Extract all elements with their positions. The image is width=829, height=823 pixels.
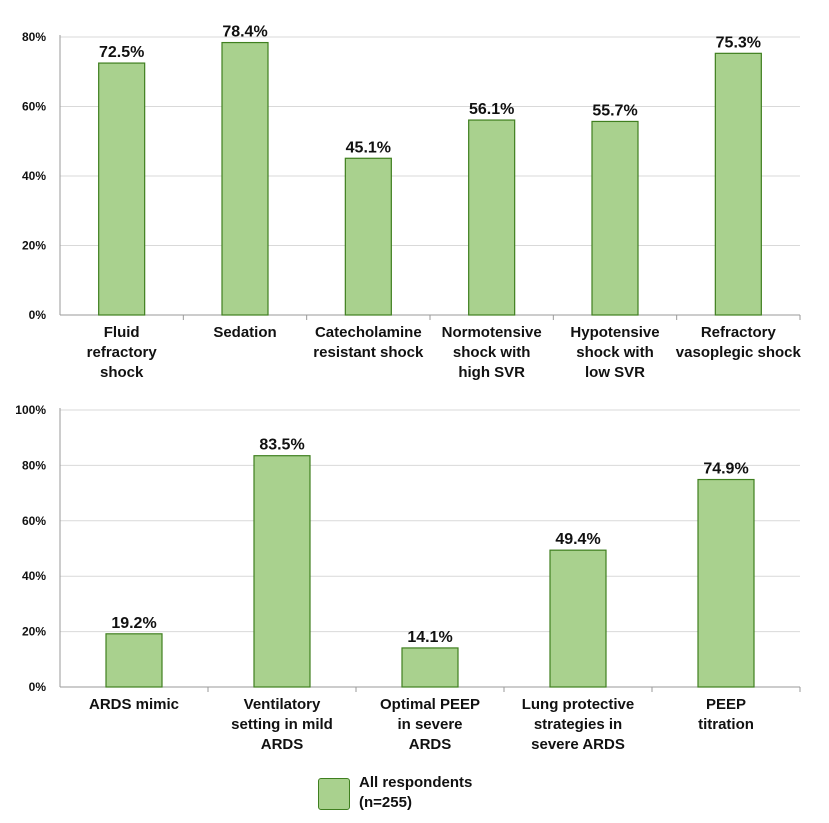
data-label: 74.9% — [703, 461, 748, 478]
y-tick-label: 60% — [22, 514, 46, 528]
category-label: Normotensive — [442, 324, 542, 341]
data-label: 55.7% — [592, 102, 637, 119]
category-label: ARDS mimic — [89, 696, 179, 713]
data-label: 78.4% — [222, 24, 267, 41]
data-label: 19.2% — [111, 615, 156, 632]
bar — [105, 633, 163, 688]
category-label: shock — [100, 364, 144, 381]
category-label: Catecholamine — [315, 324, 422, 341]
bar — [591, 120, 639, 316]
category-label: vasoplegic shock — [676, 344, 802, 361]
category-label: strategies in — [534, 716, 622, 733]
bar — [221, 41, 269, 316]
y-tick-label: 40% — [22, 169, 46, 183]
category-label: low SVR — [585, 364, 645, 381]
category-label: shock with — [453, 344, 531, 361]
y-tick-label: 0% — [29, 680, 47, 694]
legend-label-line2: (n=255) — [359, 794, 412, 811]
y-tick-label: 100% — [15, 403, 46, 417]
data-label: 72.5% — [99, 44, 144, 61]
data-label: 75.3% — [716, 34, 761, 51]
bar — [253, 455, 311, 688]
category-label: refractory — [87, 344, 158, 361]
category-label: in severe — [397, 716, 462, 733]
shock-indications-bar-chart: 0% 20% 40% 60% 80% 72.5% Fluid refractory shock 7… — [22, 24, 802, 381]
y-tick-label: 0% — [29, 308, 47, 322]
category-label: Lung protective — [522, 696, 635, 713]
bar — [344, 157, 392, 316]
y-tick-label: 20% — [22, 239, 46, 253]
category-label: Optimal PEEP — [380, 696, 480, 713]
category-label: PEEP — [706, 696, 746, 713]
legend: All respondents (n=255) — [318, 770, 578, 816]
category-label: shock with — [576, 344, 654, 361]
legend-swatch — [318, 778, 350, 810]
category-label: ARDS — [409, 736, 452, 753]
bar — [401, 647, 459, 688]
category-label: Sedation — [213, 324, 276, 341]
data-label: 45.1% — [346, 139, 391, 156]
y-tick-label: 60% — [22, 100, 46, 114]
category-label: Ventilatory — [244, 696, 321, 713]
category-label: ARDS — [261, 736, 304, 753]
category-label: severe ARDS — [531, 736, 625, 753]
category-label: setting in mild — [231, 716, 333, 733]
data-label: 49.4% — [555, 531, 600, 548]
category-label: Hypotensive — [570, 324, 659, 341]
bar — [714, 52, 762, 316]
y-tick-label: 80% — [22, 458, 46, 472]
category-label: Fluid — [104, 324, 140, 341]
ards-indications-bar-chart: 0% 20% 40% 60% 80% 100% 19.2% ARDS mimic 83.5% Ve… — [15, 403, 801, 753]
legend-label-line1: All respondents — [359, 774, 473, 791]
data-label: 56.1% — [469, 101, 514, 118]
y-tick-label: 40% — [22, 569, 46, 583]
category-label: Refractory — [701, 324, 777, 341]
y-tick-label: 80% — [22, 30, 46, 44]
data-label: 14.1% — [407, 629, 452, 646]
category-label: high SVR — [458, 364, 525, 381]
bar — [468, 119, 516, 316]
bar — [98, 62, 146, 316]
bar — [697, 478, 755, 688]
category-label: resistant shock — [313, 344, 424, 361]
y-tick-label: 20% — [22, 625, 46, 639]
data-label: 83.5% — [259, 437, 304, 454]
bar — [549, 549, 607, 688]
category-label: titration — [698, 716, 754, 733]
